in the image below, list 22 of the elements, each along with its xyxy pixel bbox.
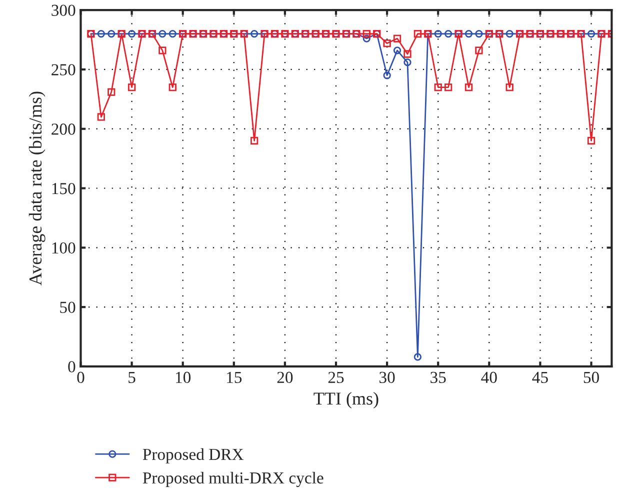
legend-label: Proposed DRX [142,448,244,464]
x-tick-label: 15 [227,372,242,384]
x-tick-label: 45 [532,372,548,384]
x-tick-label: 5 [128,372,136,384]
x-tick-label: 50 [584,372,599,384]
y-tick-label: 50 [60,302,76,314]
y-tick-label: 300 [52,4,76,16]
x-tick-label: 40 [481,372,497,384]
y-tick-label: 200 [52,124,76,135]
x-tick-label: 10 [176,372,191,384]
y-tick-label: 250 [52,64,76,76]
x-tick-label: 0 [77,372,84,384]
y-axis-title: Average data rate (bits/ms) [28,92,46,286]
y-tick-label: 100 [52,242,76,254]
x-tick-label: 20 [277,372,293,384]
x-tick-label: 25 [328,372,344,384]
x-tick-label: 30 [380,372,395,384]
x-tick-label: 35 [430,372,446,384]
y-tick-label: 0 [68,361,76,372]
x-axis-title: TTI (ms) [314,392,378,408]
y-tick-label: 150 [52,182,76,194]
legend-label: Proposed multi-DRX cycle [142,472,324,487]
